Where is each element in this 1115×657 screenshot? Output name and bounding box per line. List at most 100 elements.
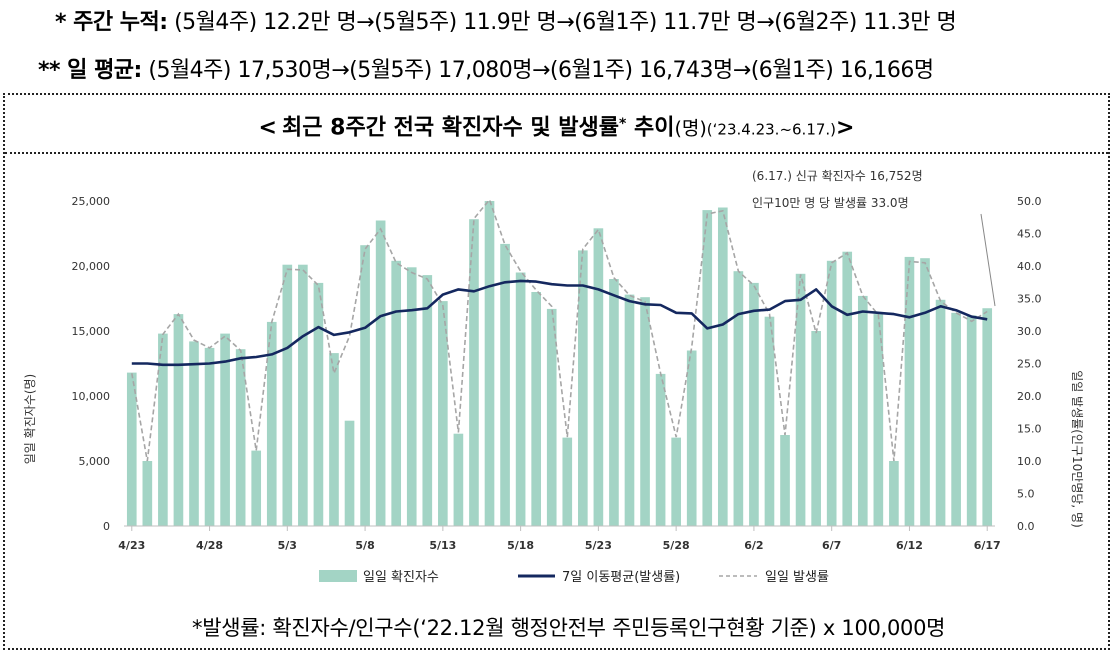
chart-legend: 일일 확진자수 7일 이동평균(발생률) 일일 발생률 [319, 570, 829, 585]
bar [982, 308, 993, 526]
bar [935, 299, 946, 526]
left-tick-label: 15,000 [72, 325, 111, 338]
annotation-line1: (6.17.) 신규 확진자수 16,752명 [752, 169, 923, 183]
x-axis-ticks: 4/23 4/28 5/3 5/8 5/13 5/18 5/23 5/28 6/2 6/7 6/12… [118, 525, 1001, 552]
title-open-bracket: < [258, 115, 277, 141]
bar [842, 251, 853, 526]
x-tick-label: 5/18 [507, 539, 534, 552]
bar [344, 420, 355, 526]
bar [266, 321, 277, 526]
title-star: * [619, 116, 627, 132]
bar [546, 308, 557, 526]
x-tick-label: 4/23 [118, 539, 145, 552]
combo-chart: 0 5,000 10,000 15,000 20,000 25,000 0.0 5.0 10.… [23, 169, 1084, 585]
bar [951, 312, 961, 526]
footnote: *발생률: 확진자수/인구수(‘22.12월 행정안전부 주민등록인구현황 기준… [192, 616, 946, 640]
x-tick-label: 6/17 [974, 539, 1001, 552]
bar [329, 353, 339, 526]
bar [204, 347, 215, 526]
legend-rate-label: 일일 발생률 [765, 570, 829, 585]
x-tick-label: 4/28 [196, 539, 223, 552]
bar [173, 314, 184, 526]
bar [655, 373, 666, 526]
bar [811, 331, 821, 526]
bar [298, 264, 308, 526]
bar [671, 437, 681, 526]
left-axis-title: 일일 확진자수(명) [23, 374, 37, 464]
left-tick-label: 20,000 [72, 260, 111, 273]
bar [235, 349, 246, 526]
annotation-pointer [980, 213, 996, 307]
right-tick-label: 5.0 [1017, 488, 1035, 501]
bar [484, 201, 495, 526]
left-tick-label: 5,000 [79, 455, 111, 468]
bar [764, 316, 775, 526]
bar [453, 433, 464, 526]
bar [438, 301, 448, 526]
daily-average-label: ** 일 평균: [38, 58, 142, 83]
right-tick-label: 30.0 [1017, 325, 1042, 338]
bar [749, 282, 759, 526]
bar [889, 461, 899, 526]
title-trend: 추이 [626, 115, 675, 141]
legend-bar-swatch [319, 570, 357, 582]
bar [826, 260, 837, 526]
bar [686, 350, 697, 526]
chart-title: 최근 8주간 전국 확진자수 및 발생률 [282, 115, 620, 141]
right-tick-label: 50.0 [1017, 195, 1042, 208]
legend-avg-label: 7일 이동평균(발생률) [562, 570, 680, 585]
weekly-total-summary: * 주간 누적: (5월4주) 12.2만 명→(5월5주) 11.9만 명→(… [55, 4, 1115, 36]
bar [313, 282, 324, 526]
bar [282, 264, 293, 526]
x-tick-label: 5/3 [278, 539, 297, 552]
bar [189, 341, 199, 526]
chart-panel: < 최근 8주간 전국 확진자수 및 발생률* 추이(명)(‘23.4.23.~… [3, 93, 1110, 650]
bar [966, 315, 977, 526]
right-tick-label: 40.0 [1017, 260, 1042, 273]
bar [857, 295, 868, 526]
bar [593, 228, 604, 527]
right-tick-label: 15.0 [1017, 423, 1042, 436]
right-axis-title: 일일 발생률(인구10만명당, 명) [1070, 370, 1084, 528]
left-tick-label: 10,000 [72, 390, 111, 403]
annotation-line2: 인구10만 명 당 발생률 33.0명 [752, 196, 909, 210]
title-period: (‘23.4.23.~6.17.) [706, 120, 837, 139]
right-tick-label: 25.0 [1017, 358, 1042, 371]
x-tick-label: 5/13 [429, 539, 456, 552]
bar [904, 256, 915, 526]
legend-bar-label: 일일 확진자수 [363, 570, 439, 585]
daily-average-summary: ** 일 평균: (5월4주) 17,530명→(5월5주) 17,080명→(… [38, 52, 1115, 84]
bar [562, 437, 573, 526]
bar [500, 243, 510, 526]
bar [873, 314, 884, 526]
bar [515, 272, 526, 526]
x-tick-label: 5/8 [355, 539, 374, 552]
left-axis-ticks: 0 5,000 10,000 15,000 20,000 25,000 [72, 195, 111, 533]
bar [251, 450, 262, 526]
bar [733, 271, 744, 526]
right-axis-ticks: 0.0 5.0 10.0 15.0 20.0 25.0 30.0 35.0 40.0 45.0 50… [1017, 195, 1042, 533]
bar [578, 250, 588, 526]
bar [795, 273, 806, 526]
annotation: (6.17.) 신규 확진자수 16,752명 인구10만 명 당 발생률 33… [752, 169, 996, 307]
x-tick-label: 5/23 [585, 539, 612, 552]
x-tick-label: 5/28 [663, 539, 690, 552]
chart-title-row: < 최근 8주간 전국 확진자수 및 발생률* 추이(명)(‘23.4.23.~… [5, 95, 1108, 154]
left-tick-label: 25,000 [72, 195, 111, 208]
weekly-total-text: (5월4주) 12.2만 명→(5월5주) 11.9만 명→(6월1주) 11.… [174, 10, 957, 35]
bar [406, 267, 417, 526]
bar-series [126, 201, 993, 527]
bar [360, 245, 370, 526]
line-series [131, 198, 988, 462]
moving-average-line [131, 279, 988, 367]
x-tick-label: 6/7 [822, 539, 841, 552]
bar [142, 461, 153, 526]
bar [126, 372, 137, 526]
x-tick-label: 6/2 [744, 539, 763, 552]
bar [717, 207, 728, 526]
bar [422, 275, 433, 526]
bar [469, 219, 479, 526]
daily-average-text: (5월4주) 17,530명→(5월5주) 17,080명→(6월1주) 16,… [148, 58, 934, 83]
left-tick-label: 0 [103, 520, 110, 533]
right-tick-label: 45.0 [1017, 228, 1042, 241]
